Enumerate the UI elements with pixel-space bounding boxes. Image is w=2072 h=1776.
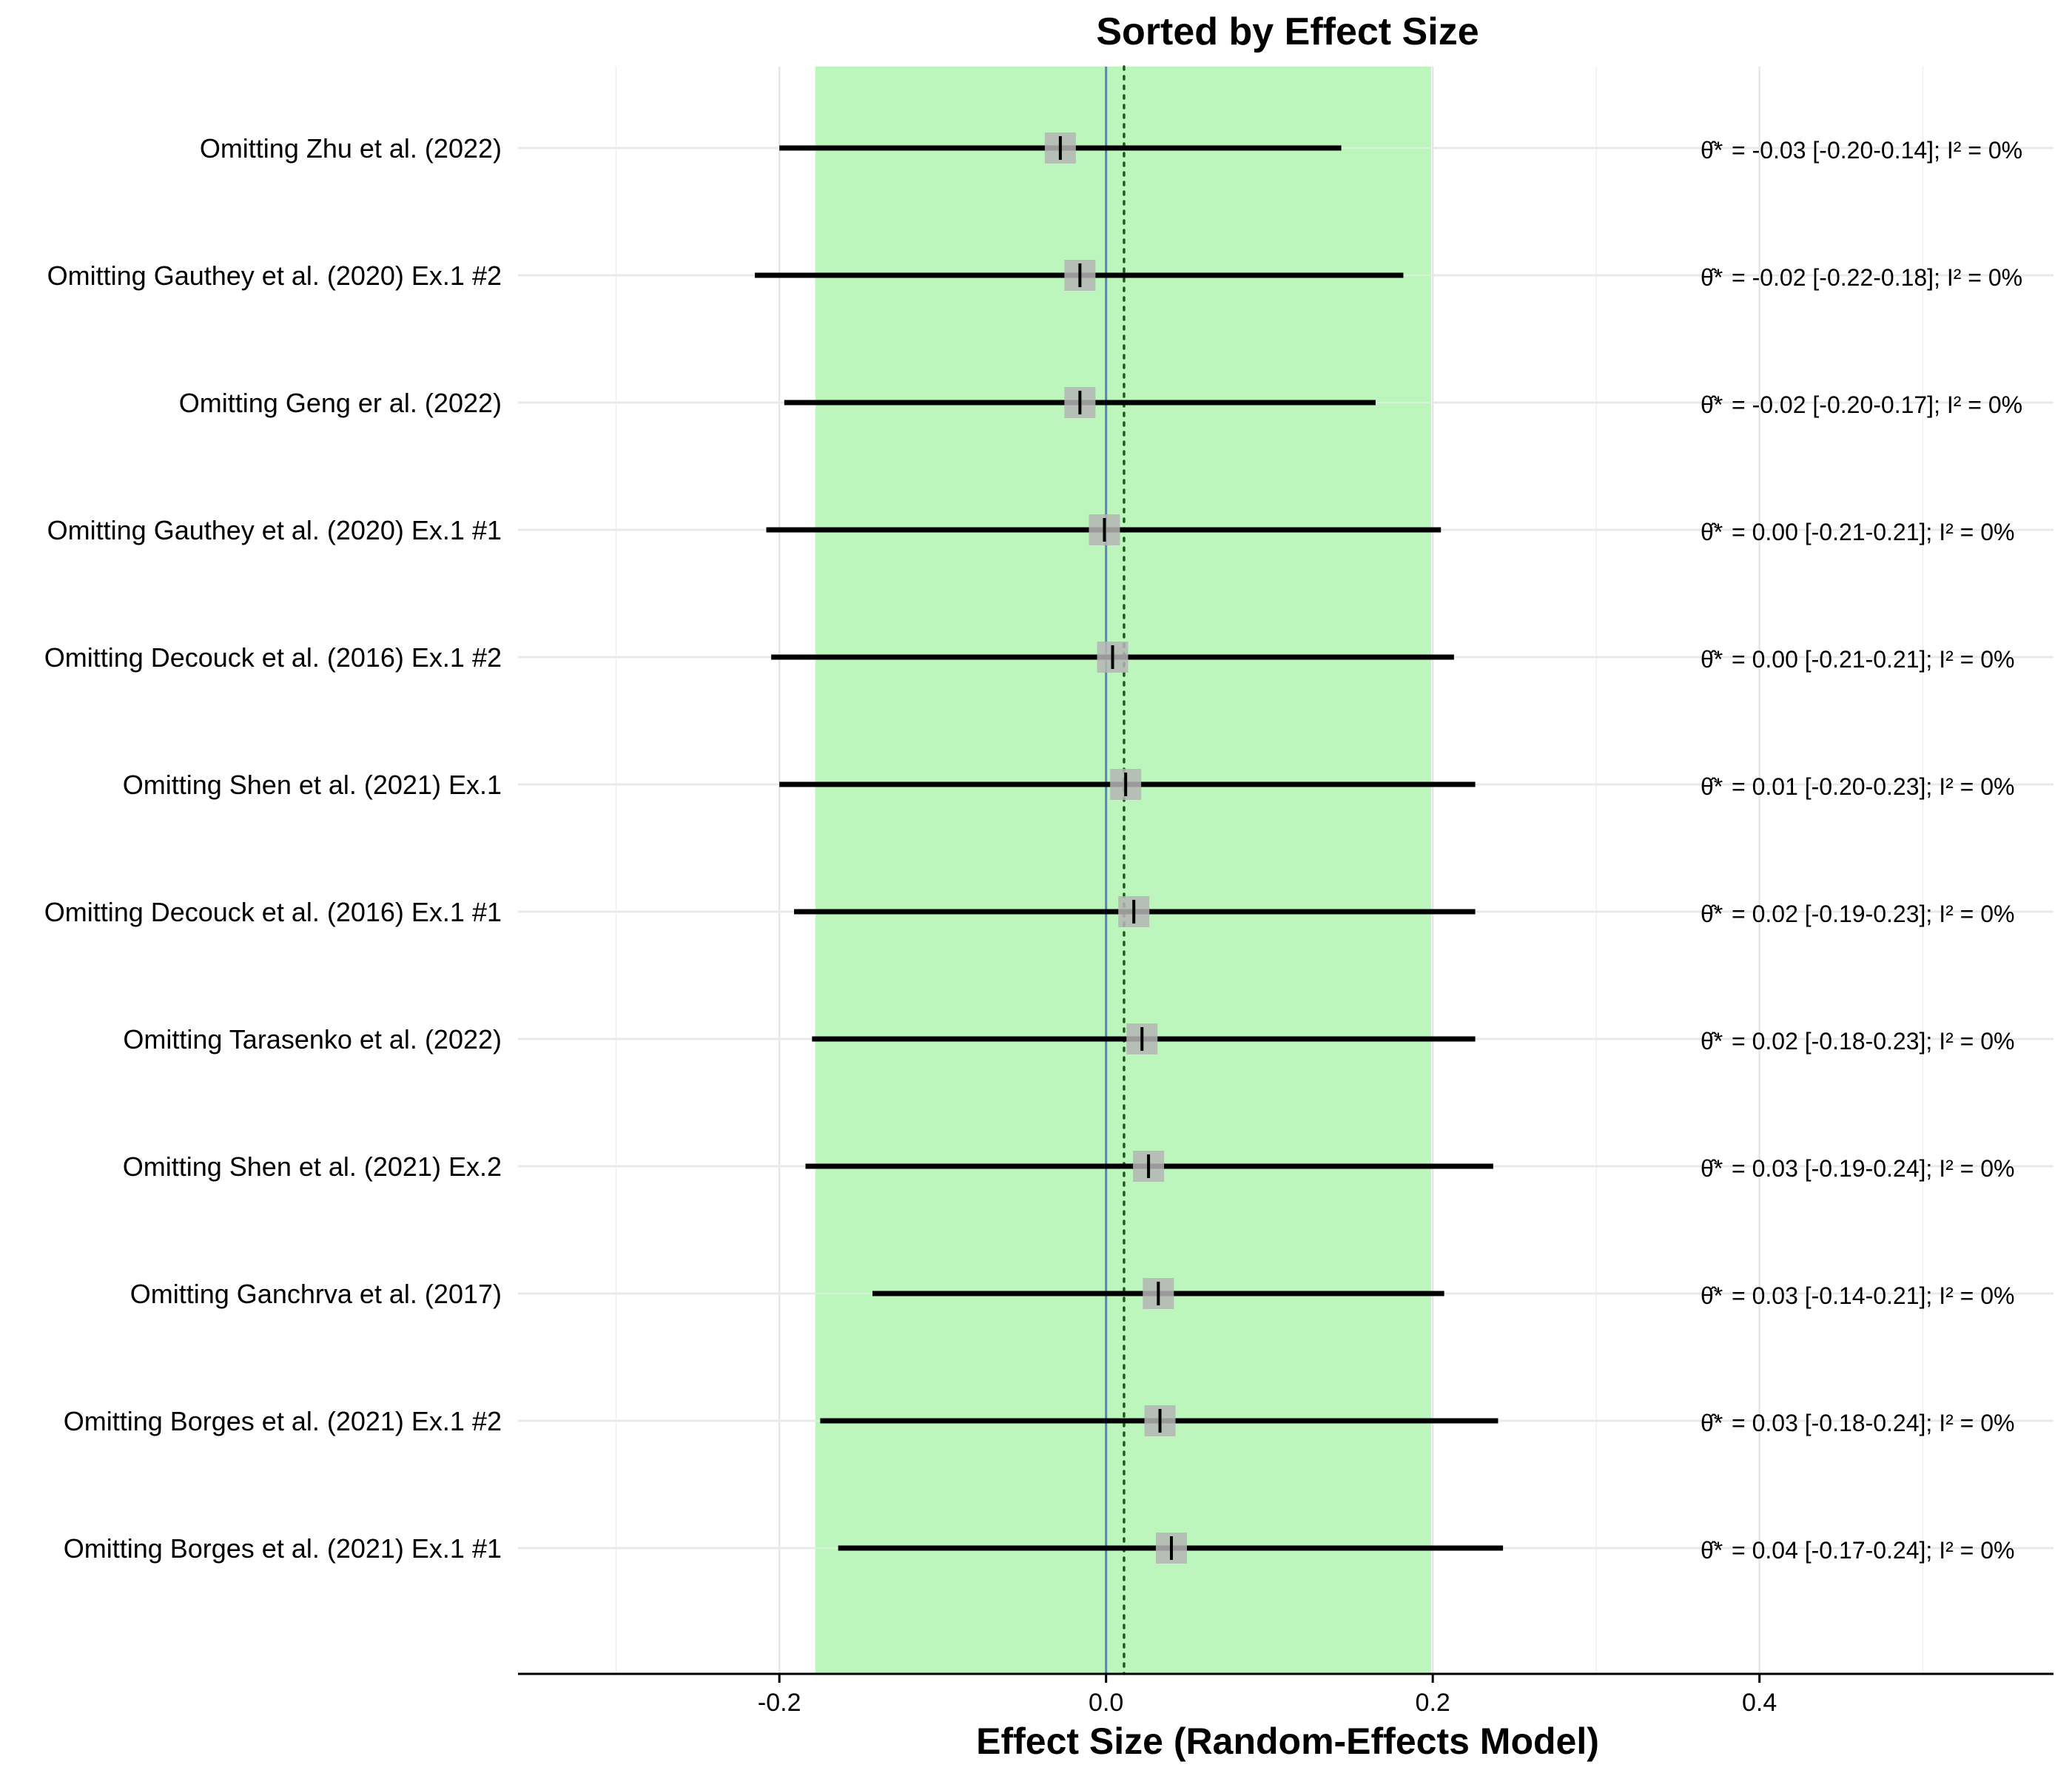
theta-symbol: θ̂* [1701, 1155, 1723, 1182]
theta-symbol: θ̂* [1701, 646, 1723, 673]
chart-title: Sorted by Effect Size [1096, 10, 1479, 53]
row-annotation: = 0.02 [-0.18-0.23]; I² = 0% [1732, 1028, 2014, 1054]
row-label: Omitting Shen et al. (2021) Ex.1 [123, 770, 502, 800]
theta-symbol: θ̂* [1701, 773, 1723, 800]
plot-area: Omitting Zhu et al. (2022) θ̂* = -0.03 [-0… [44, 65, 2054, 1717]
row-annotation: = 0.03 [-0.19-0.24]; I² = 0% [1732, 1155, 2014, 1182]
row-label: Omitting Borges et al. (2021) Ex.1 #1 [64, 1533, 502, 1564]
row-label: Omitting Borges et al. (2021) Ex.1 #2 [64, 1406, 502, 1436]
row-annotation: = -0.03 [-0.20-0.14]; I² = 0% [1732, 137, 2022, 164]
row-label: Omitting Decouck et al. (2016) Ex.1 #1 [44, 897, 502, 927]
row-annotation: = -0.02 [-0.22-0.18]; I² = 0% [1732, 264, 2022, 291]
theta-symbol: θ̂* [1701, 264, 1723, 291]
theta-symbol: θ̂* [1701, 1282, 1723, 1309]
theta-symbol: θ̂* [1701, 1410, 1723, 1436]
row-annotation: = 0.00 [-0.21-0.21]; I² = 0% [1732, 646, 2014, 673]
row-annotation: = 0.04 [-0.17-0.24]; I² = 0% [1732, 1537, 2014, 1564]
row-label: Omitting Zhu et al. (2022) [200, 133, 502, 164]
x-axis-label: Effect Size (Random-Effects Model) [976, 1720, 1599, 1762]
theta-symbol: θ̂* [1701, 1028, 1723, 1054]
row-label: Omitting Geng er al. (2022) [179, 388, 502, 418]
row-label: Omitting Ganchrva et al. (2017) [130, 1279, 502, 1309]
row-annotation: = 0.01 [-0.20-0.23]; I² = 0% [1732, 773, 2014, 800]
theta-symbol: θ̂* [1701, 391, 1723, 418]
row-annotation: = -0.02 [-0.20-0.17]; I² = 0% [1732, 391, 2022, 418]
row-annotation: = 0.03 [-0.18-0.24]; I² = 0% [1732, 1410, 2014, 1436]
row-label: Omitting Gauthey et al. (2020) Ex.1 #1 [47, 515, 502, 545]
row-label: Omitting Decouck et al. (2016) Ex.1 #2 [44, 642, 502, 673]
theta-symbol: θ̂* [1701, 519, 1723, 545]
row-label: Omitting Tarasenko et al. (2022) [123, 1024, 502, 1054]
row-label: Omitting Gauthey et al. (2020) Ex.1 #2 [47, 260, 502, 291]
x-tick-label: -0.2 [758, 1689, 801, 1717]
x-tick-label: 0.0 [1089, 1689, 1123, 1717]
row-annotation: = 0.02 [-0.19-0.23]; I² = 0% [1732, 901, 2014, 927]
theta-symbol: θ̂* [1701, 137, 1723, 164]
x-tick-label: 0.4 [1742, 1689, 1777, 1717]
theta-symbol: θ̂* [1701, 1537, 1723, 1564]
row-annotation: = 0.00 [-0.21-0.21]; I² = 0% [1732, 519, 2014, 545]
x-tick-label: 0.2 [1416, 1689, 1450, 1717]
row-label: Omitting Shen et al. (2021) Ex.2 [123, 1151, 502, 1182]
theta-symbol: θ̂* [1701, 901, 1723, 927]
row-annotation: = 0.03 [-0.14-0.21]; I² = 0% [1732, 1282, 2014, 1309]
